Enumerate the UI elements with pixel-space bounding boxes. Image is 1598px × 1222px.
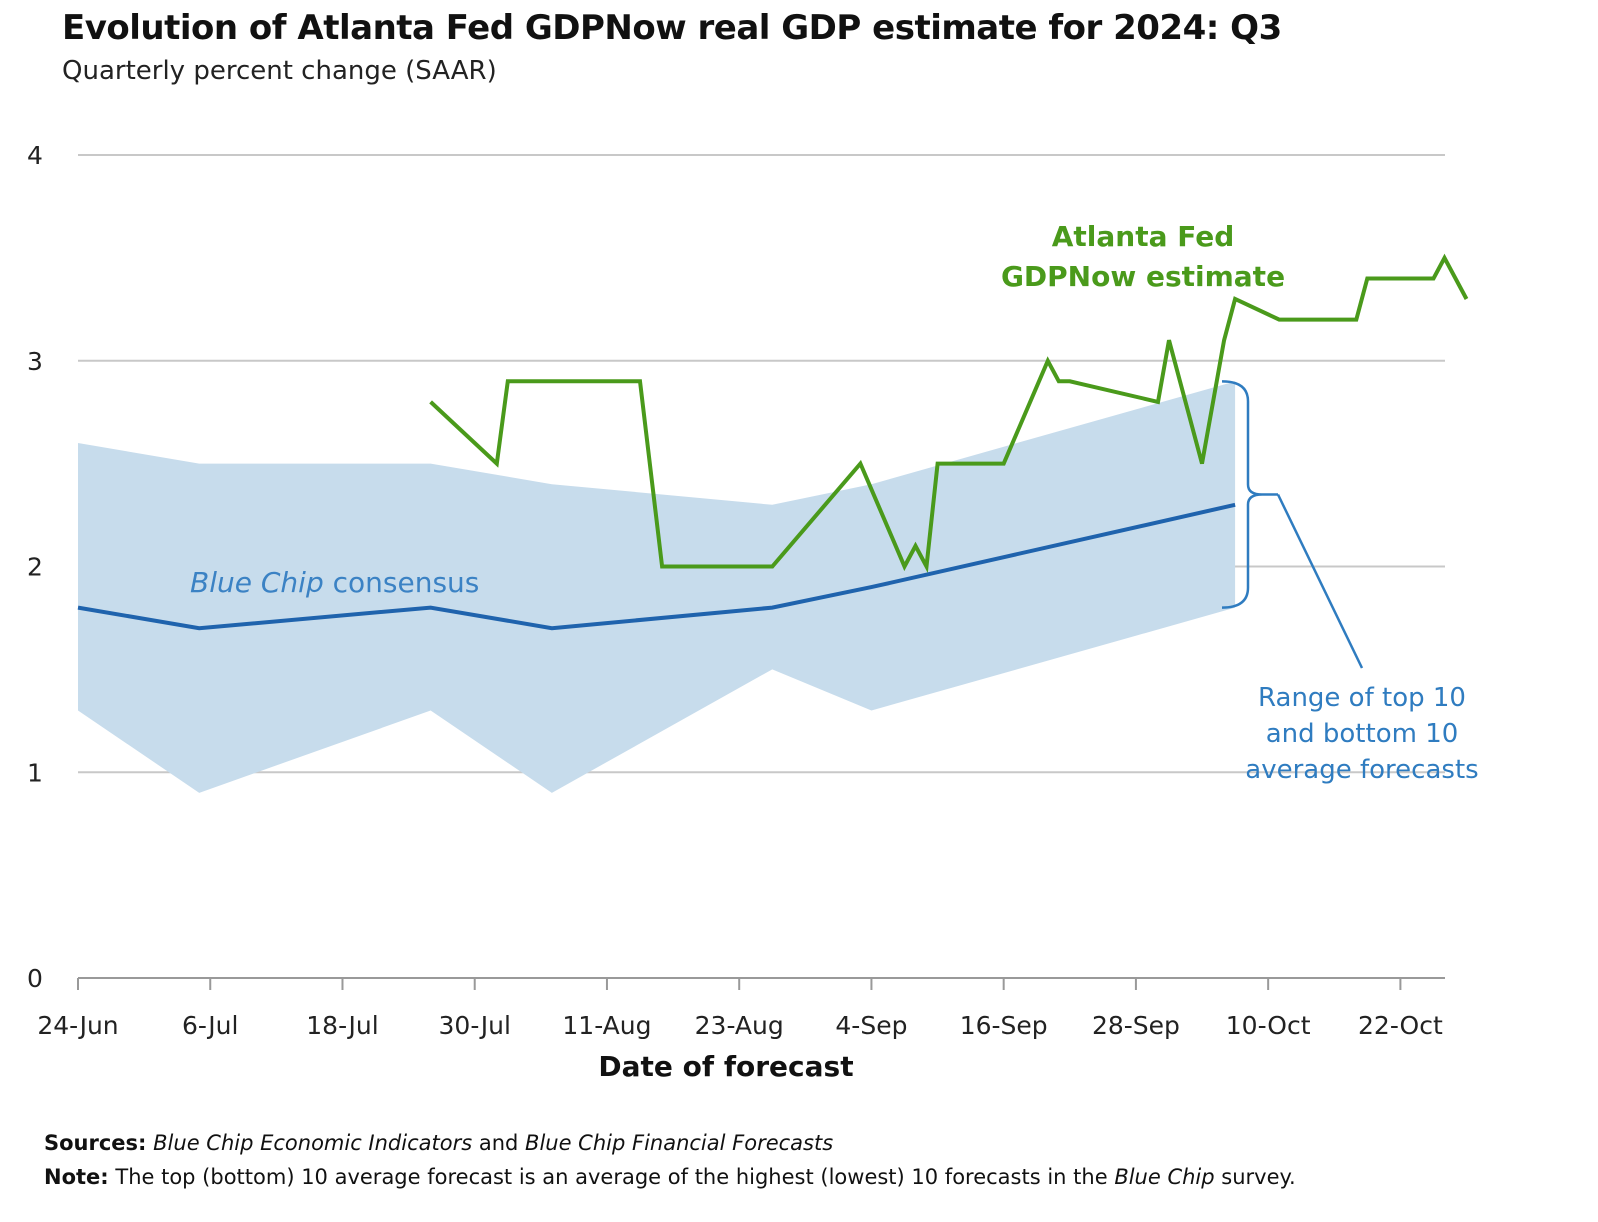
note-text: The top (bottom) 10 average forecast is … [108,1165,1115,1189]
chart-subtitle: Quarterly percent change (SAAR) [62,56,497,86]
x-tick-label-1: 6-Jul [182,1011,238,1040]
x-tick-label-8: 28-Sep [1092,1011,1180,1040]
x-tick-label-3: 30-Jul [439,1011,511,1040]
x-tick-label-2: 18-Jul [306,1011,378,1040]
note-label: Note: [44,1165,109,1189]
forecast-range-band [78,381,1236,793]
range-label-line-2: and bottom 10 [1266,719,1459,749]
gdpnow-label-line-2: GDPNow estimate [1001,260,1285,293]
chart-plot: 0 1 2 3 4 24-Jun 6-Jul 18-Jul 30-Jul 11-Aug 23-Au… [27,141,1479,1083]
x-tick-label-6: 4-Sep [835,1011,907,1040]
y-tick-label-0: 0 [27,964,43,993]
note-italic: Blue Chip [1114,1165,1215,1189]
sources-line: Sources: Blue Chip Economic Indicators a… [44,1126,1544,1160]
blue-chip-label: Blue Chip consensus [190,566,479,599]
sources-italic-2: Blue Chip Financial Forecasts [525,1131,834,1155]
chart-footer: Sources: Blue Chip Economic Indicators a… [44,1126,1544,1194]
series-line-gdpnow [429,253,1469,574]
x-tick-label-4: 11-Aug [562,1011,651,1040]
x-axis-title: Date of forecast [598,1050,853,1083]
series-lines [77,253,1469,631]
chart-title: Evolution of Atlanta Fed GDPNow real GDP… [62,8,1282,48]
range-leader-line [1276,493,1364,669]
x-axis: 24-Jun 6-Jul 18-Jul 30-Jul 11-Aug 23-Aug 4-Sep… [37,977,1445,1083]
x-tick-label-9: 10-Oct [1226,1011,1311,1040]
y-tick-label-2: 2 [27,553,43,582]
x-tick-label-10: 22-Oct [1358,1011,1443,1040]
range-band-area [78,381,1236,793]
blue-chip-label-rest: consensus [324,566,480,599]
note-end: survey. [1214,1165,1296,1189]
series-line-blue-chip [77,502,1236,631]
annotations: Atlanta Fed GDPNow estimate Blue Chip cons… [190,220,1479,785]
range-label-line-3: average forecasts [1245,755,1478,785]
sources-italic-1: Blue Chip Economic Indicators [153,1131,473,1155]
sources-label: Sources: [44,1131,147,1155]
blue-chip-label-italic: Blue Chip [190,566,324,599]
x-tick-label-5: 23-Aug [695,1011,784,1040]
y-tick-label-1: 1 [27,758,43,787]
x-tick-label-7: 16-Sep [960,1011,1048,1040]
range-label-line-1: Range of top 10 [1258,683,1466,713]
y-tick-label-4: 4 [27,141,43,170]
x-tick-label-0: 24-Jun [37,1011,118,1040]
gdpnow-label-line-1: Atlanta Fed [1052,220,1235,253]
y-tick-label-3: 3 [27,347,43,376]
sources-and: and [472,1131,526,1155]
note-line: Note: The top (bottom) 10 average foreca… [44,1160,1544,1194]
